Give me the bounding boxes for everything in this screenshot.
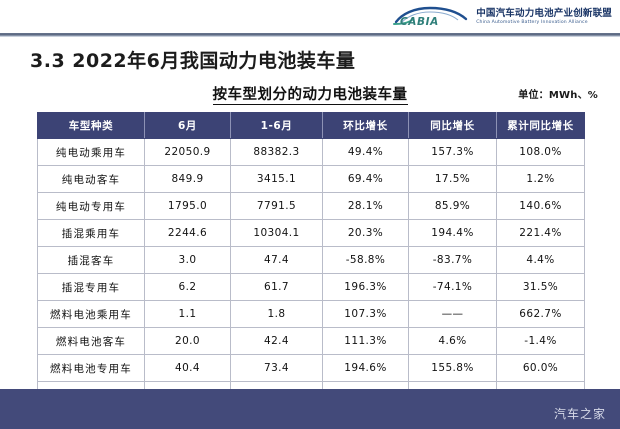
battery-installation-table: 车型种类 6月 1-6月 环比增长 同比增长 累计同比增长 纯电动乘用车 220… — [37, 112, 585, 409]
table-caption: 按车型划分的动力电池装车量 — [0, 83, 620, 105]
cell-cumulative-yoy: 4.4% — [496, 246, 585, 274]
cell-jan-jun: 47.4 — [230, 246, 323, 274]
cell-jan-jun: 3415.1 — [230, 165, 323, 193]
cell-cumulative-yoy: 221.4% — [496, 219, 585, 247]
cell-june: 22050.9 — [144, 138, 231, 166]
cell-vehicle-type: 燃料电池专用车 — [37, 354, 145, 382]
page-title: 3.3 2022年6月我国动力电池装车量 — [30, 50, 356, 72]
cell-yoy-growth: 194.4% — [408, 219, 497, 247]
cell-mom-growth: 107.3% — [322, 300, 409, 328]
column-header-yoy-growth: 同比增长 — [408, 112, 497, 139]
cell-yoy-growth: 85.9% — [408, 192, 497, 220]
header-divider-light — [0, 36, 620, 37]
cell-cumulative-yoy: 1.2% — [496, 165, 585, 193]
cell-jan-jun: 7791.5 — [230, 192, 323, 220]
cell-yoy-growth: -74.1% — [408, 273, 497, 301]
cell-june: 2244.6 — [144, 219, 231, 247]
cell-june: 849.9 — [144, 165, 231, 193]
table-body: 纯电动乘用车 22050.9 88382.3 49.4% 157.3% 108.… — [37, 138, 585, 409]
cell-june: 40.4 — [144, 354, 231, 382]
cell-yoy-growth: 155.8% — [408, 354, 497, 382]
slide-header: CABIA 中国汽车动力电池产业创新联盟 China Automotive Ba… — [0, 0, 620, 33]
brand-logo-text: 中国汽车动力电池产业创新联盟 China Automotive Battery … — [476, 7, 612, 26]
cell-mom-growth: 49.4% — [322, 138, 409, 166]
cell-june: 20.0 — [144, 327, 231, 355]
cabia-logo-icon: CABIA — [392, 5, 470, 29]
cell-vehicle-type: 插混乘用车 — [37, 219, 145, 247]
table-row: 插混专用车 6.2 61.7 196.3% -74.1% 31.5% — [37, 273, 585, 301]
cell-yoy-growth: 4.6% — [408, 327, 497, 355]
table-row: 燃料电池客车 20.0 42.4 111.3% 4.6% -1.4% — [37, 327, 585, 355]
cell-yoy-growth: —— — [408, 300, 497, 328]
cell-yoy-growth: 17.5% — [408, 165, 497, 193]
cell-mom-growth: 69.4% — [322, 165, 409, 193]
cell-cumulative-yoy: 31.5% — [496, 273, 585, 301]
cell-mom-growth: 111.3% — [322, 327, 409, 355]
cell-vehicle-type: 插混客车 — [37, 246, 145, 274]
cell-june: 6.2 — [144, 273, 231, 301]
cell-june: 1795.0 — [144, 192, 231, 220]
table-row: 纯电动专用车 1795.0 7791.5 28.1% 85.9% 140.6% — [37, 192, 585, 220]
cell-vehicle-type: 燃料电池客车 — [37, 327, 145, 355]
org-name-cn: 中国汽车动力电池产业创新联盟 — [476, 7, 612, 19]
table-row: 纯电动客车 849.9 3415.1 69.4% 17.5% 1.2% — [37, 165, 585, 193]
cell-jan-jun: 1.8 — [230, 300, 323, 328]
svg-text:CABIA: CABIA — [400, 16, 439, 28]
cell-mom-growth: 28.1% — [322, 192, 409, 220]
table-caption-text: 按车型划分的动力电池装车量 — [212, 87, 408, 105]
cell-jan-jun: 10304.1 — [230, 219, 323, 247]
unit-label: 单位：MWh、% — [518, 90, 598, 101]
cell-june: 1.1 — [144, 300, 231, 328]
cell-jan-jun: 42.4 — [230, 327, 323, 355]
cell-vehicle-type: 纯电动乘用车 — [37, 138, 145, 166]
watermark: 汽车之家 — [553, 407, 606, 421]
header-divider — [0, 33, 620, 36]
cell-mom-growth: -58.8% — [322, 246, 409, 274]
cell-yoy-growth: -83.7% — [408, 246, 497, 274]
cell-yoy-growth: 157.3% — [408, 138, 497, 166]
column-header-jan-jun: 1-6月 — [230, 112, 323, 139]
cell-mom-growth: 194.6% — [322, 354, 409, 382]
cell-cumulative-yoy: -1.4% — [496, 327, 585, 355]
cell-vehicle-type: 纯电动专用车 — [37, 192, 145, 220]
cell-june: 3.0 — [144, 246, 231, 274]
table-row: 纯电动乘用车 22050.9 88382.3 49.4% 157.3% 108.… — [37, 138, 585, 166]
org-name-en: China Automotive Battery Innovation Alli… — [476, 20, 588, 26]
table-row: 燃料电池乘用车 1.1 1.8 107.3% —— 662.7% — [37, 300, 585, 328]
cell-cumulative-yoy: 60.0% — [496, 354, 585, 382]
cell-mom-growth: 196.3% — [322, 273, 409, 301]
column-header-vehicle-type: 车型种类 — [37, 112, 145, 139]
column-header-mom-growth: 环比增长 — [322, 112, 409, 139]
cell-jan-jun: 61.7 — [230, 273, 323, 301]
column-header-june: 6月 — [144, 112, 231, 139]
cell-jan-jun: 88382.3 — [230, 138, 323, 166]
brand-logo: CABIA 中国汽车动力电池产业创新联盟 China Automotive Ba… — [392, 5, 612, 29]
column-header-cumulative-yoy: 累计同比增长 — [496, 112, 585, 139]
slide-footer: 汽车之家 — [0, 389, 620, 429]
cell-vehicle-type: 插混专用车 — [37, 273, 145, 301]
cell-cumulative-yoy: 662.7% — [496, 300, 585, 328]
table-header: 车型种类 6月 1-6月 环比增长 同比增长 累计同比增长 — [37, 112, 585, 139]
cell-cumulative-yoy: 140.6% — [496, 192, 585, 220]
table-header-row: 车型种类 6月 1-6月 环比增长 同比增长 累计同比增长 — [37, 112, 585, 139]
cell-cumulative-yoy: 108.0% — [496, 138, 585, 166]
cell-vehicle-type: 燃料电池乘用车 — [37, 300, 145, 328]
cell-mom-growth: 20.3% — [322, 219, 409, 247]
table-row: 插混乘用车 2244.6 10304.1 20.3% 194.4% 221.4% — [37, 219, 585, 247]
cell-vehicle-type: 纯电动客车 — [37, 165, 145, 193]
data-table-wrapper: 车型种类 6月 1-6月 环比增长 同比增长 累计同比增长 纯电动乘用车 220… — [37, 112, 585, 409]
table-row: 燃料电池专用车 40.4 73.4 194.6% 155.8% 60.0% — [37, 354, 585, 382]
cell-jan-jun: 73.4 — [230, 354, 323, 382]
table-row: 插混客车 3.0 47.4 -58.8% -83.7% 4.4% — [37, 246, 585, 274]
